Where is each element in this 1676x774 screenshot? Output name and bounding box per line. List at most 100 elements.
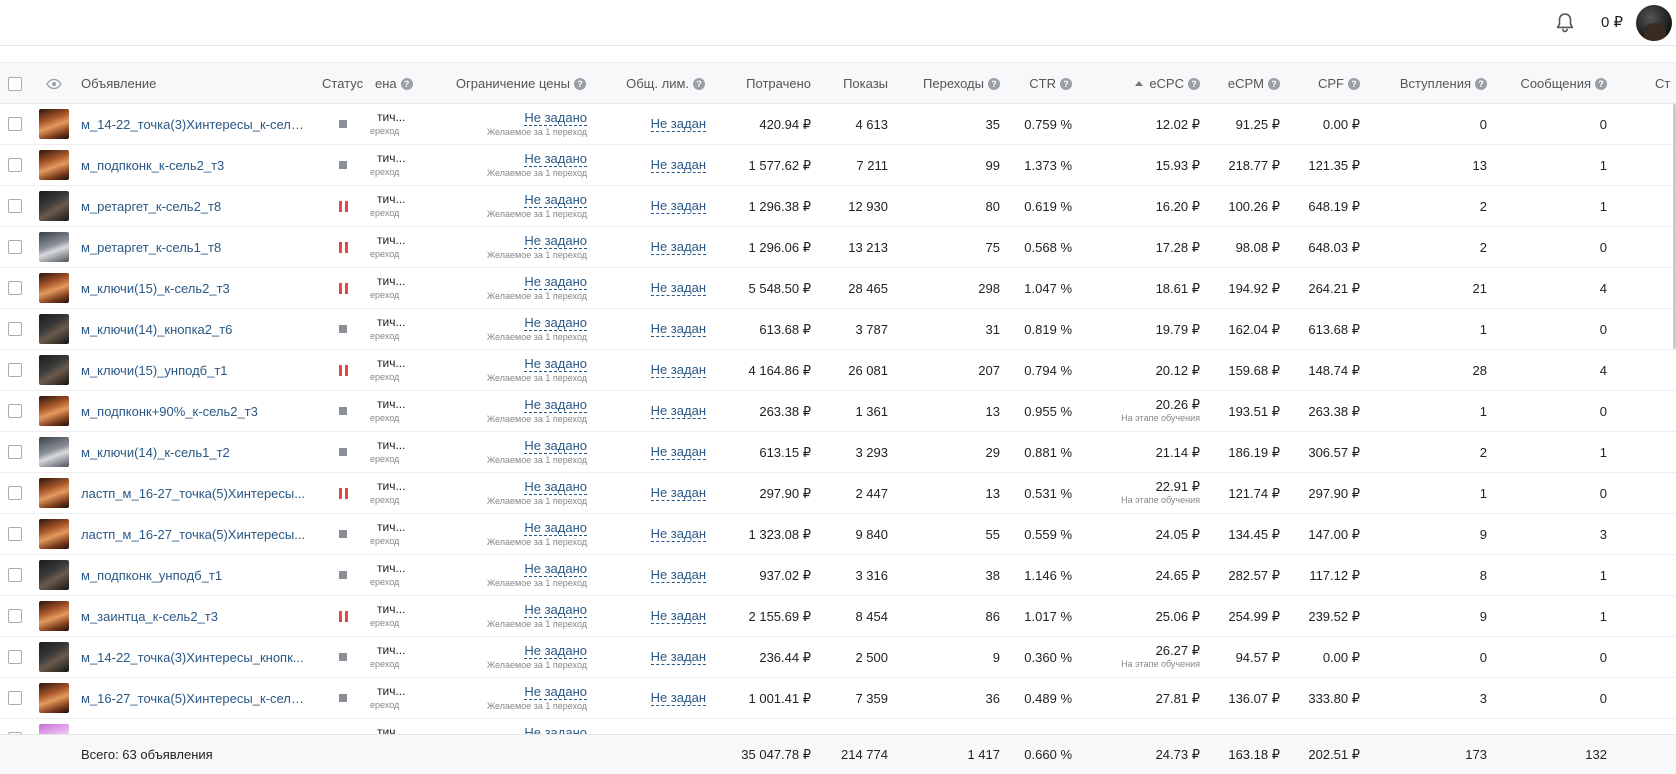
pause-icon[interactable] xyxy=(339,488,349,499)
col-ecpc[interactable]: eCPC? xyxy=(1090,63,1200,105)
stop-icon[interactable] xyxy=(339,407,347,415)
table-row[interactable]: м_16-27_точка(5)Хинтересы_к-сель... тич..… xyxy=(0,678,1676,719)
price-limit-link[interactable]: Не задано xyxy=(524,520,587,536)
ad-thumbnail[interactable] xyxy=(39,437,69,467)
row-checkbox[interactable] xyxy=(8,117,22,131)
general-limit-link[interactable]: Не задан xyxy=(650,690,706,706)
stop-icon[interactable] xyxy=(339,325,347,333)
ad-name-link[interactable]: м_ключи(15)_унподб_т1 xyxy=(81,363,228,378)
table-row[interactable]: м_ретаргет_к-сель1_т8 тич... ереход Не зада… xyxy=(0,227,1676,268)
ad-thumbnail[interactable] xyxy=(39,396,69,426)
ad-name-link[interactable]: м_подпконк+90%_к-сель2_т3 xyxy=(81,404,258,419)
col-impressions[interactable]: Показы xyxy=(843,76,888,91)
select-all-checkbox[interactable] xyxy=(8,77,22,91)
general-limit-link[interactable]: Не задан xyxy=(650,567,706,583)
row-checkbox[interactable] xyxy=(8,568,22,582)
col-price-limit[interactable]: Ограничение цены? xyxy=(430,63,586,105)
general-limit-link[interactable]: Не задан xyxy=(650,485,706,501)
ad-thumbnail[interactable] xyxy=(39,273,69,303)
table-row[interactable]: м_ключи(14)_кнопка2_т6 тич... ереход Не зад… xyxy=(0,309,1676,350)
ad-name-link[interactable]: м_ключи(14)_к-сель1_т2 xyxy=(81,445,230,460)
general-limit-link[interactable]: Не задан xyxy=(650,321,706,337)
row-checkbox[interactable] xyxy=(8,486,22,500)
stop-icon[interactable] xyxy=(339,530,347,538)
row-checkbox[interactable] xyxy=(8,281,22,295)
ad-thumbnail[interactable] xyxy=(39,560,69,590)
bell-icon[interactable] xyxy=(1553,11,1577,35)
general-limit-link[interactable]: Не задан xyxy=(650,157,706,173)
price-limit-link[interactable]: Не задано xyxy=(524,479,587,495)
col-extra[interactable]: Ст xyxy=(1655,76,1671,91)
ad-thumbnail[interactable] xyxy=(39,314,69,344)
general-limit-link[interactable]: Не задан xyxy=(650,280,706,296)
vertical-scrollbar[interactable] xyxy=(1673,104,1676,349)
help-icon[interactable]: ? xyxy=(1188,78,1200,90)
ad-thumbnail[interactable] xyxy=(39,683,69,713)
col-general-limit[interactable]: Общ. лим.? xyxy=(600,63,705,105)
row-checkbox[interactable] xyxy=(8,158,22,172)
table-row[interactable]: м_заинтца_к-сель2_т3 тич... ереход Не задан… xyxy=(0,596,1676,637)
stop-icon[interactable] xyxy=(339,653,347,661)
ad-name-link[interactable]: м_подпконк_унподб_т1 xyxy=(81,568,223,583)
ad-thumbnail[interactable] xyxy=(39,601,69,631)
ad-thumbnail[interactable] xyxy=(39,109,69,139)
col-clicks[interactable]: Переходы? xyxy=(895,63,1000,105)
user-avatar[interactable] xyxy=(1636,5,1672,41)
stop-icon[interactable] xyxy=(339,161,347,169)
col-cpf[interactable]: CPF? xyxy=(1280,63,1360,105)
help-icon[interactable]: ? xyxy=(574,78,586,90)
ad-thumbnail[interactable] xyxy=(39,478,69,508)
general-limit-link[interactable]: Не задан xyxy=(650,116,706,132)
ad-thumbnail[interactable] xyxy=(39,519,69,549)
ad-name-link[interactable]: м_подпконк_к-сель2_т3 xyxy=(81,158,225,173)
general-limit-link[interactable]: Не задан xyxy=(650,403,706,419)
price-limit-link[interactable]: Не задано xyxy=(524,438,587,454)
help-icon[interactable]: ? xyxy=(1595,78,1607,90)
account-balance[interactable]: 0 ₽ xyxy=(1601,14,1624,31)
price-limit-link[interactable]: Не задано xyxy=(524,110,587,126)
price-limit-link[interactable]: Не задано xyxy=(524,356,587,372)
table-row[interactable]: м_14-22_точка(3)Хинтересы_к-сель... тич..… xyxy=(0,104,1676,145)
ad-name-link[interactable]: м_14-22_точка(3)Хинтересы_кнопк... xyxy=(81,650,304,665)
row-checkbox[interactable] xyxy=(8,199,22,213)
ad-thumbnail[interactable] xyxy=(39,232,69,262)
general-limit-link[interactable]: Не задан xyxy=(650,362,706,378)
ad-thumbnail[interactable] xyxy=(39,642,69,672)
help-icon[interactable]: ? xyxy=(1268,78,1280,90)
price-limit-link[interactable]: Не задано xyxy=(524,274,587,290)
table-row[interactable]: ластп_м_16-27_точка(5)Хинтересы... тич...… xyxy=(0,473,1676,514)
row-checkbox[interactable] xyxy=(8,650,22,664)
ad-thumbnail[interactable] xyxy=(39,724,69,734)
col-ad[interactable]: Объявление xyxy=(81,76,157,91)
eye-icon[interactable] xyxy=(46,78,62,90)
table-row[interactable]: м_подпконк_унподб_т1 тич... ереход Не задан… xyxy=(0,555,1676,596)
row-checkbox[interactable] xyxy=(8,322,22,336)
general-limit-link[interactable]: Не задан xyxy=(650,239,706,255)
pause-icon[interactable] xyxy=(339,611,349,622)
help-icon[interactable]: ? xyxy=(693,78,705,90)
ad-name-link[interactable]: м_ключи(14)_кнопка2_т6 xyxy=(81,322,233,337)
col-price[interactable]: ена? xyxy=(375,63,413,105)
price-limit-link[interactable]: Не задано xyxy=(524,315,587,331)
ad-thumbnail[interactable] xyxy=(39,191,69,221)
col-messages[interactable]: Сообщения? xyxy=(1490,63,1607,105)
help-icon[interactable]: ? xyxy=(1475,78,1487,90)
col-ctr[interactable]: CTR? xyxy=(1000,63,1072,105)
stop-icon[interactable] xyxy=(339,694,347,702)
ad-name-link[interactable] xyxy=(81,719,306,734)
stop-icon[interactable] xyxy=(339,120,347,128)
table-row[interactable]: м_ретаргет_к-сель2_т8 тич... ереход Не зада… xyxy=(0,186,1676,227)
price-limit-link[interactable]: Не задано xyxy=(524,602,587,618)
col-spent[interactable]: Потрачено xyxy=(746,76,811,91)
help-icon[interactable]: ? xyxy=(400,78,413,90)
ad-name-link[interactable]: м_ретаргет_к-сель2_т8 xyxy=(81,199,222,214)
general-limit-link[interactable]: Не задан xyxy=(650,526,706,542)
row-checkbox[interactable] xyxy=(8,363,22,377)
ad-name-link[interactable]: м_ретаргет_к-сель1_т8 xyxy=(81,240,222,255)
col-status[interactable]: Статус xyxy=(322,76,364,91)
ad-thumbnail[interactable] xyxy=(39,150,69,180)
ad-name-link[interactable]: ластп_м_16-27_точка(5)Хинтересы... xyxy=(81,527,306,542)
ad-name-link[interactable]: м_заинтца_к-сель2_т3 xyxy=(81,609,218,624)
table-row[interactable]: м_ключи(15)_унподб_т1 тич... ереход Не зада… xyxy=(0,350,1676,391)
help-icon[interactable]: ? xyxy=(1060,78,1072,90)
